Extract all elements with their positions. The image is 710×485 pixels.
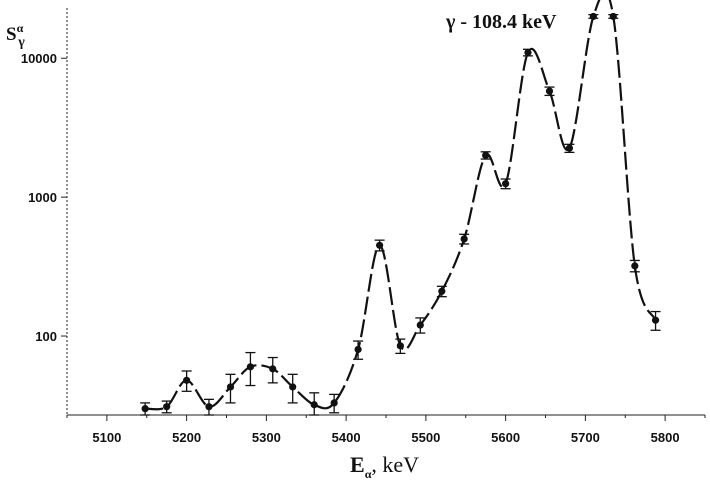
data-point [631, 262, 639, 270]
data-point [460, 235, 468, 243]
data-point [183, 376, 191, 384]
y-axis-title-main: S [6, 24, 17, 45]
x-tick-label: 5600 [491, 430, 520, 445]
x-tick-label: 5700 [571, 430, 600, 445]
x-axis-title-main: E [350, 452, 365, 477]
x-axis-title-unit: , keV [371, 452, 419, 477]
data-point [482, 151, 490, 159]
data-point [396, 342, 404, 350]
data-point [205, 403, 213, 411]
data-point [416, 321, 424, 329]
y-tick-label: 100 [35, 329, 57, 344]
peak-annotation: γ - 108.4 keV [445, 11, 557, 33]
data-point [141, 405, 149, 413]
data-point [545, 87, 554, 95]
data-point [163, 403, 171, 411]
x-tick-label: 5200 [172, 430, 201, 445]
data-point [289, 383, 297, 391]
data-point [438, 287, 446, 295]
y-axis-title-sub: γ [17, 35, 25, 50]
y-tick-label: 10000 [21, 51, 57, 66]
y-tick-label: 1000 [28, 190, 57, 205]
data-point [330, 399, 338, 407]
x-ticks: 5100 5200 5300 5400 5500 5600 5700 5800 [66, 415, 706, 445]
data-point [502, 180, 510, 188]
data-point [269, 365, 277, 373]
x-axis-title: Eα, keV [350, 452, 419, 481]
data-point [609, 12, 617, 21]
data-point [589, 12, 597, 21]
data-point [651, 316, 660, 324]
error-bars [140, 13, 661, 416]
data-point [246, 363, 255, 371]
y-axis-title: Sα γ [6, 21, 25, 50]
data-point [565, 144, 574, 152]
x-tick-label: 5100 [92, 430, 121, 445]
data-point [226, 383, 235, 391]
x-axis-title-sub: α [365, 467, 372, 481]
x-tick-label: 5300 [252, 430, 281, 445]
data-points [141, 12, 660, 413]
data-point [354, 345, 362, 354]
x-tick-label: 5800 [651, 430, 680, 445]
x-tick-label: 5500 [411, 430, 440, 445]
data-point [524, 48, 532, 57]
y-ticks: 100 1000 10000 [21, 51, 67, 344]
y-axis-title-sup: α [17, 21, 24, 35]
data-point [310, 401, 318, 409]
x-tick-label: 5400 [332, 430, 361, 445]
data-point [376, 241, 384, 249]
